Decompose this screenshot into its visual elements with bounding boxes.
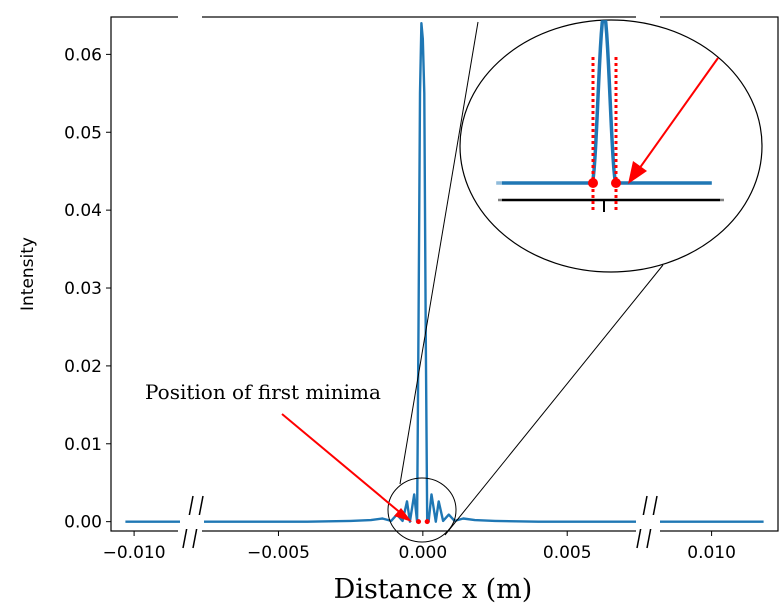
y-tick-label: 0.01 [64, 435, 102, 455]
y-tick-label: 0.06 [64, 45, 102, 65]
zoom-region-circle [387, 477, 457, 543]
axis-break-gap-bottom-right [636, 526, 660, 536]
y-tick-label: 0.00 [64, 513, 102, 533]
minima-arrow-head [394, 508, 412, 522]
first-minimum-marker [424, 519, 430, 525]
x-axis-title: Distance x (m) [334, 574, 533, 605]
zoom-connector-left [399, 21, 479, 485]
axis-break-gap-bottom-left [178, 526, 202, 536]
axis-break-gap-top-left [178, 12, 202, 22]
intensity-series-line [125, 22, 764, 523]
inset-zoom [459, 19, 763, 273]
inset-minimum-marker-left [588, 178, 598, 188]
x-tick-label: −0.005 [247, 543, 310, 563]
y-tick-label: 0.03 [64, 279, 102, 299]
y-tick-label: 0.04 [64, 201, 102, 221]
inset-intensity-curve [496, 20, 712, 185]
axis-break-gap-top-right [636, 12, 660, 22]
y-tick-label: 0.05 [64, 123, 102, 143]
x-tick-label: 0.010 [687, 543, 736, 563]
zoom-connector-right [444, 264, 664, 536]
first-minimum-marker [416, 519, 422, 525]
annotation-first-minima: Position of first minima [145, 380, 381, 404]
minima-arrow [281, 413, 404, 516]
inset-arrow [633, 57, 719, 177]
plot-frame [110, 16, 779, 532]
x-tick-label: −0.010 [103, 543, 166, 563]
x-tick-label: 0.000 [399, 543, 448, 563]
series-break-gap [636, 515, 660, 529]
y-axis-title: Intensity [18, 237, 38, 311]
y-tick-label: 0.02 [64, 357, 102, 377]
x-tick-label: 0.005 [543, 543, 592, 563]
inset-minimum-marker-right [611, 178, 621, 188]
inset-arrow-head [628, 161, 647, 184]
series-break-gap [180, 515, 204, 529]
